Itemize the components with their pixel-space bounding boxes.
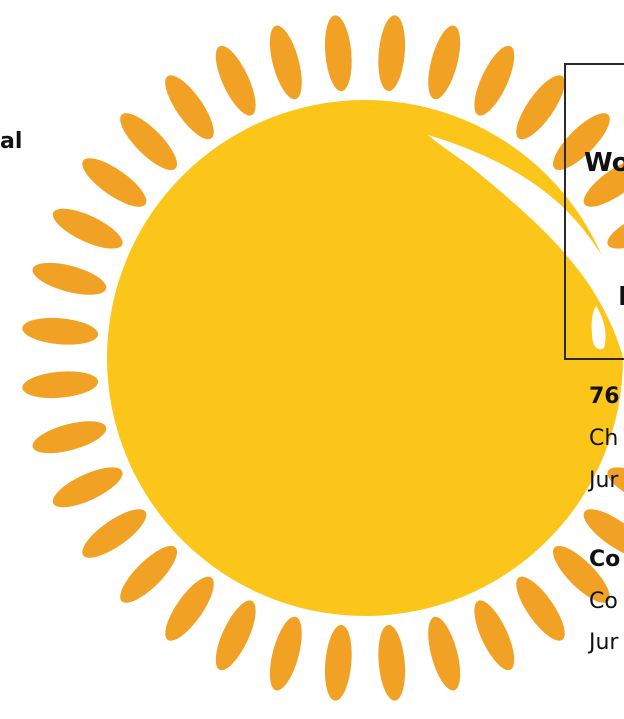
- sun-ray: [428, 25, 461, 100]
- info-box-subheading: I: [618, 282, 624, 312]
- sun-ray: [22, 371, 99, 399]
- sun-ray: [52, 208, 123, 249]
- list-item-2-line2: Jur: [589, 630, 619, 655]
- sun-ray: [583, 509, 624, 558]
- sun-ray: [120, 546, 177, 603]
- sun-ray: [324, 624, 352, 701]
- list-item-1-title: 76: [589, 384, 620, 409]
- left-text-fragment: al: [0, 129, 23, 154]
- sun-ray: [165, 576, 214, 641]
- sun-ray: [553, 113, 610, 170]
- sun-ray: [215, 600, 256, 671]
- glare-highlight: [428, 135, 624, 360]
- glare-highlight-small: [591, 306, 606, 350]
- sun-ray: [474, 45, 515, 116]
- sun-ray: [516, 576, 565, 641]
- sun-ray: [378, 624, 406, 701]
- list-item-2-title: Co: [589, 547, 621, 572]
- sun-ray: [269, 25, 302, 100]
- info-box-heading: Wo: [584, 148, 624, 178]
- sun-ray: [583, 158, 624, 207]
- sun-ray: [378, 15, 406, 92]
- list-item-1-line2: Jur: [589, 468, 619, 493]
- sun-ray: [474, 600, 515, 671]
- sun-ray: [82, 509, 147, 558]
- sun-ray: [120, 113, 177, 170]
- sun-ray: [22, 317, 99, 345]
- sun-ray: [32, 262, 107, 295]
- sun-ray: [516, 75, 565, 140]
- list-item-1-line1: Ch: [589, 426, 619, 451]
- sun-ray: [428, 616, 461, 691]
- sun-ray: [82, 158, 147, 207]
- sun-disc: [107, 100, 623, 616]
- sun-rays: [22, 15, 624, 701]
- info-box-frame: [564, 63, 624, 360]
- sun-ray: [623, 421, 624, 454]
- list-item-2-line1: Co: [589, 589, 618, 614]
- sun-ray: [165, 75, 214, 140]
- sun-ray: [553, 546, 610, 603]
- sun-ray: [215, 45, 256, 116]
- sun-ray: [32, 421, 107, 454]
- sun-ray: [269, 616, 302, 691]
- sun-ray: [324, 15, 352, 92]
- sun-ray: [52, 467, 123, 508]
